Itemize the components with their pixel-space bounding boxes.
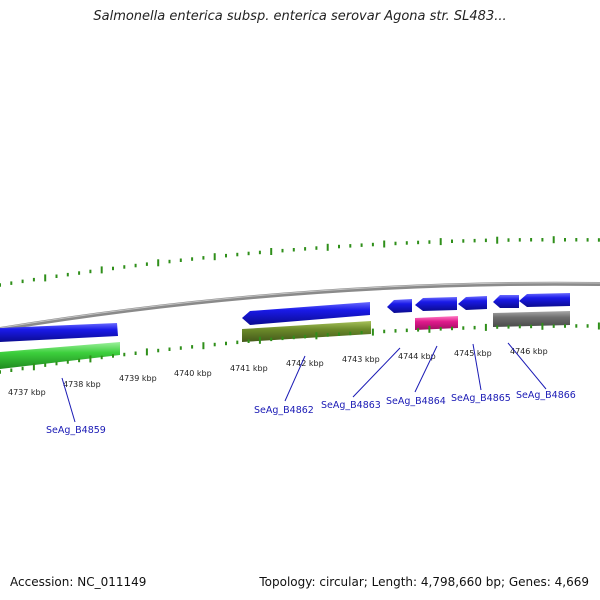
gene-arrow-SeAg_B4866-strand[interactable] bbox=[493, 293, 570, 308]
scale-label: 4744 kbp bbox=[398, 352, 436, 361]
scale-label: 4741 kbp bbox=[230, 364, 268, 373]
gene-label-SeAg_B4865[interactable]: SeAg_B4865 bbox=[451, 393, 511, 404]
scale-label: 4746 kbp bbox=[510, 347, 548, 356]
gene-arrow-SeAg_B4866[interactable] bbox=[493, 311, 570, 327]
gene-arrow-SeAg_B4863[interactable] bbox=[242, 321, 371, 342]
scale-label: 4739 kbp bbox=[119, 374, 157, 383]
gene-label-SeAg_B4863[interactable]: SeAg_B4863 bbox=[321, 400, 381, 411]
gene-arrow-SeAg_B4865-strand[interactable] bbox=[415, 296, 487, 311]
genome-backbone bbox=[0, 281, 600, 331]
genome-info-label: Topology: circular; Length: 4,798,660 bp… bbox=[259, 575, 589, 589]
gene-label-SeAg_B4864[interactable]: SeAg_B4864 bbox=[386, 396, 446, 407]
gene-arrow-SeAg_B4862[interactable] bbox=[242, 302, 370, 325]
gene-label-leaders bbox=[61, 342, 547, 423]
scale-label: 4745 kbp bbox=[454, 349, 492, 358]
gene-arrow-SeAg_B4864[interactable] bbox=[415, 316, 458, 330]
gene-label-SeAg_B4859[interactable]: SeAg_B4859 bbox=[46, 425, 106, 436]
lower-tick-track bbox=[0, 322, 600, 374]
scale-label: 4738 kbp bbox=[63, 380, 101, 389]
upper-tick-track bbox=[0, 236, 600, 287]
accession-label: Accession: NC_011149 bbox=[10, 575, 147, 589]
gene-arrow-SeAg_B4864-strand[interactable] bbox=[387, 299, 412, 313]
map-title: Salmonella enterica subsp. enterica sero… bbox=[93, 9, 507, 24]
gene-label-SeAg_B4866[interactable]: SeAg_B4866 bbox=[516, 390, 576, 401]
gene-label-SeAg_B4862[interactable]: SeAg_B4862 bbox=[254, 405, 314, 416]
gene-labels: SeAg_B4859 SeAg_B4862 SeAg_B4863 SeAg_B4… bbox=[46, 390, 576, 436]
kbp-scale: 4737 kbp 4738 kbp 4739 kbp 4740 kbp 4741… bbox=[8, 347, 548, 397]
genome-backbone-highlight bbox=[0, 282, 600, 329]
scale-label: 4737 kbp bbox=[8, 388, 46, 397]
gene-arrow-SeAg_B4859[interactable] bbox=[0, 342, 120, 369]
scale-label: 4743 kbp bbox=[342, 355, 380, 364]
scale-label: 4740 kbp bbox=[174, 369, 212, 378]
gene-arrow-left-block[interactable] bbox=[0, 323, 118, 342]
scale-label: 4742 kbp bbox=[286, 359, 324, 368]
